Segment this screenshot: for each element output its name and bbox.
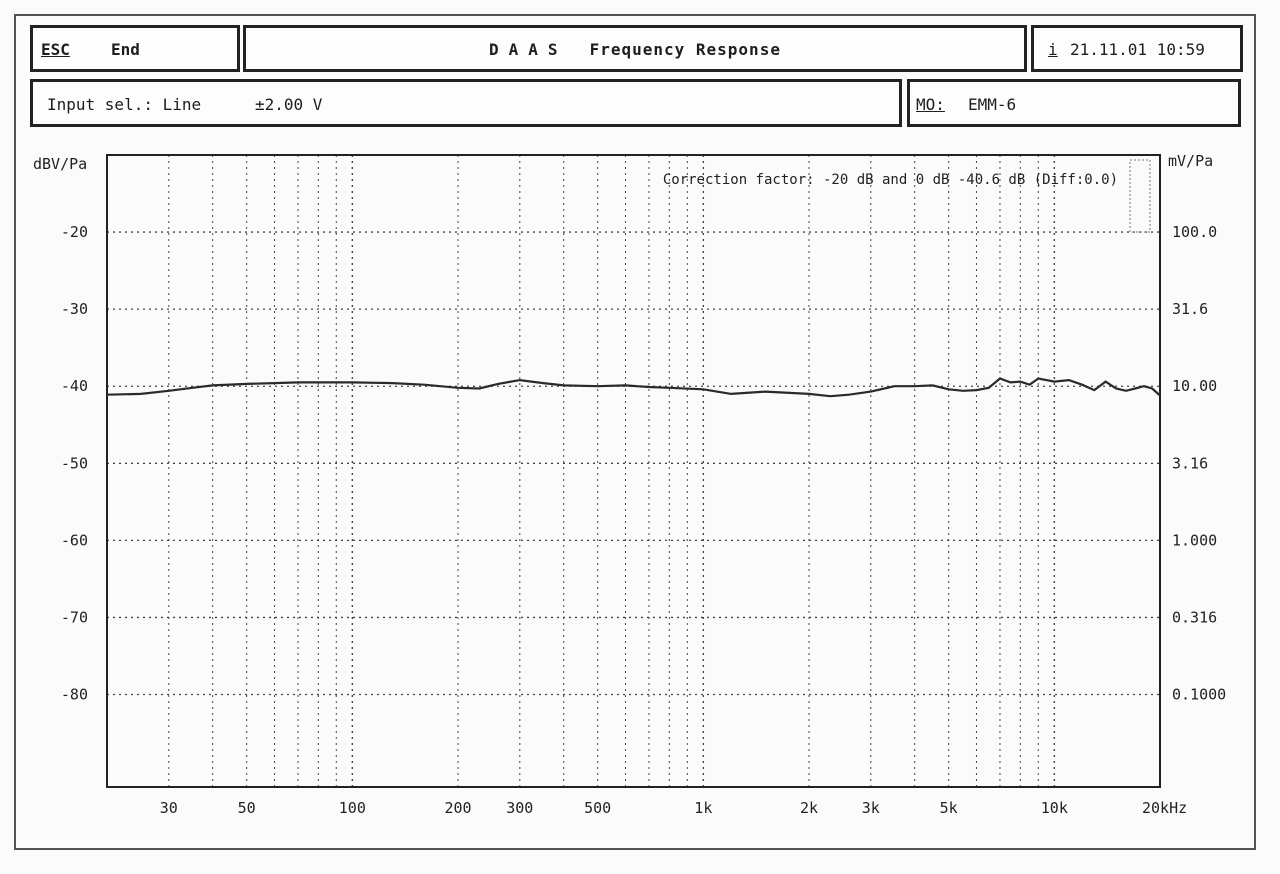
input-range-value: ±2.00 V <box>255 95 323 114</box>
x-tick-label: 2k <box>800 799 818 817</box>
mo-label: MO: <box>916 95 945 114</box>
y-right-axis-title: mV/Pa <box>1168 152 1213 170</box>
window-frame <box>14 14 1256 850</box>
microphone-box[interactable]: MO: EMM-6 <box>907 79 1241 127</box>
y-left-tick-label: -80 <box>61 686 88 704</box>
x-tick-label: 30 <box>160 799 178 817</box>
plot-border <box>106 154 1161 788</box>
y-right-axis-ticks: 100.0 31.6 10.00 3.16 1.000 0.316 0.1000 <box>1172 223 1226 703</box>
y-left-tick-label: -50 <box>61 454 88 472</box>
input-selection-box[interactable]: Input sel.: Line ±2.00 V <box>30 79 902 127</box>
y-right-tick-label: 0.316 <box>1172 608 1217 626</box>
x-tick-label: 300 <box>506 799 533 817</box>
y-left-tick-label: -40 <box>61 377 88 395</box>
datetime-box[interactable]: i 21.11.01 10:59 <box>1031 25 1243 72</box>
end-label: End <box>111 40 140 59</box>
esc-end-button[interactable]: ESC End <box>30 25 240 72</box>
x-tick-label: 20kHz <box>1142 799 1187 817</box>
x-tick-label: 500 <box>584 799 611 817</box>
y-right-tick-label: 10.00 <box>1172 377 1217 395</box>
y-right-tick-label: 100.0 <box>1172 223 1217 241</box>
mo-value: EMM-6 <box>968 95 1017 114</box>
x-tick-label: 50 <box>238 799 256 817</box>
y-right-tick-label: 1.000 <box>1172 531 1217 549</box>
x-tick-label: 1k <box>694 799 712 817</box>
esc-key-label: ESC <box>41 40 70 59</box>
x-axis-ticks: 30 50 100 200 300 500 1k 2k 3k 5k 10k 20kHz <box>160 799 1187 817</box>
y-right-tick-label: 0.1000 <box>1172 686 1226 704</box>
scroll-marker[interactable] <box>1129 159 1151 233</box>
x-tick-label: 5k <box>940 799 958 817</box>
mo-prefix: MO: <box>916 95 945 114</box>
scroll-marker-frame <box>1129 159 1151 233</box>
y-left-axis-title: dBV/Pa <box>33 155 87 173</box>
page-title: DAAS Frequency Response <box>246 40 1024 59</box>
y-right-tick-label: 31.6 <box>1172 300 1208 318</box>
y-left-tick-label: -60 <box>61 531 88 549</box>
x-tick-label: 200 <box>444 799 471 817</box>
y-left-axis-ticks: -20 -30 -40 -50 -60 -70 -80 <box>61 223 88 703</box>
y-left-tick-label: -30 <box>61 300 88 318</box>
correction-annotation: Correction factor: -20 dB and 0 dB -40.6… <box>663 172 1118 188</box>
info-icon[interactable]: i <box>1048 40 1058 59</box>
input-select-label: Input sel.: Line <box>47 95 202 114</box>
x-tick-label: 3k <box>862 799 880 817</box>
title-bar: DAAS Frequency Response <box>243 25 1027 72</box>
y-right-tick-label: 3.16 <box>1172 454 1208 472</box>
y-left-tick-label: -70 <box>61 608 88 626</box>
response-curve <box>106 377 1161 398</box>
screen-title: Frequency Response <box>589 40 781 59</box>
y-left-tick-label: -20 <box>61 223 88 241</box>
x-tick-label: 100 <box>339 799 366 817</box>
chart-grid <box>107 155 1160 787</box>
datetime-text: 21.11.01 10:59 <box>1070 40 1205 59</box>
x-tick-label: 10k <box>1041 799 1068 817</box>
app-name: DAAS <box>489 40 568 59</box>
